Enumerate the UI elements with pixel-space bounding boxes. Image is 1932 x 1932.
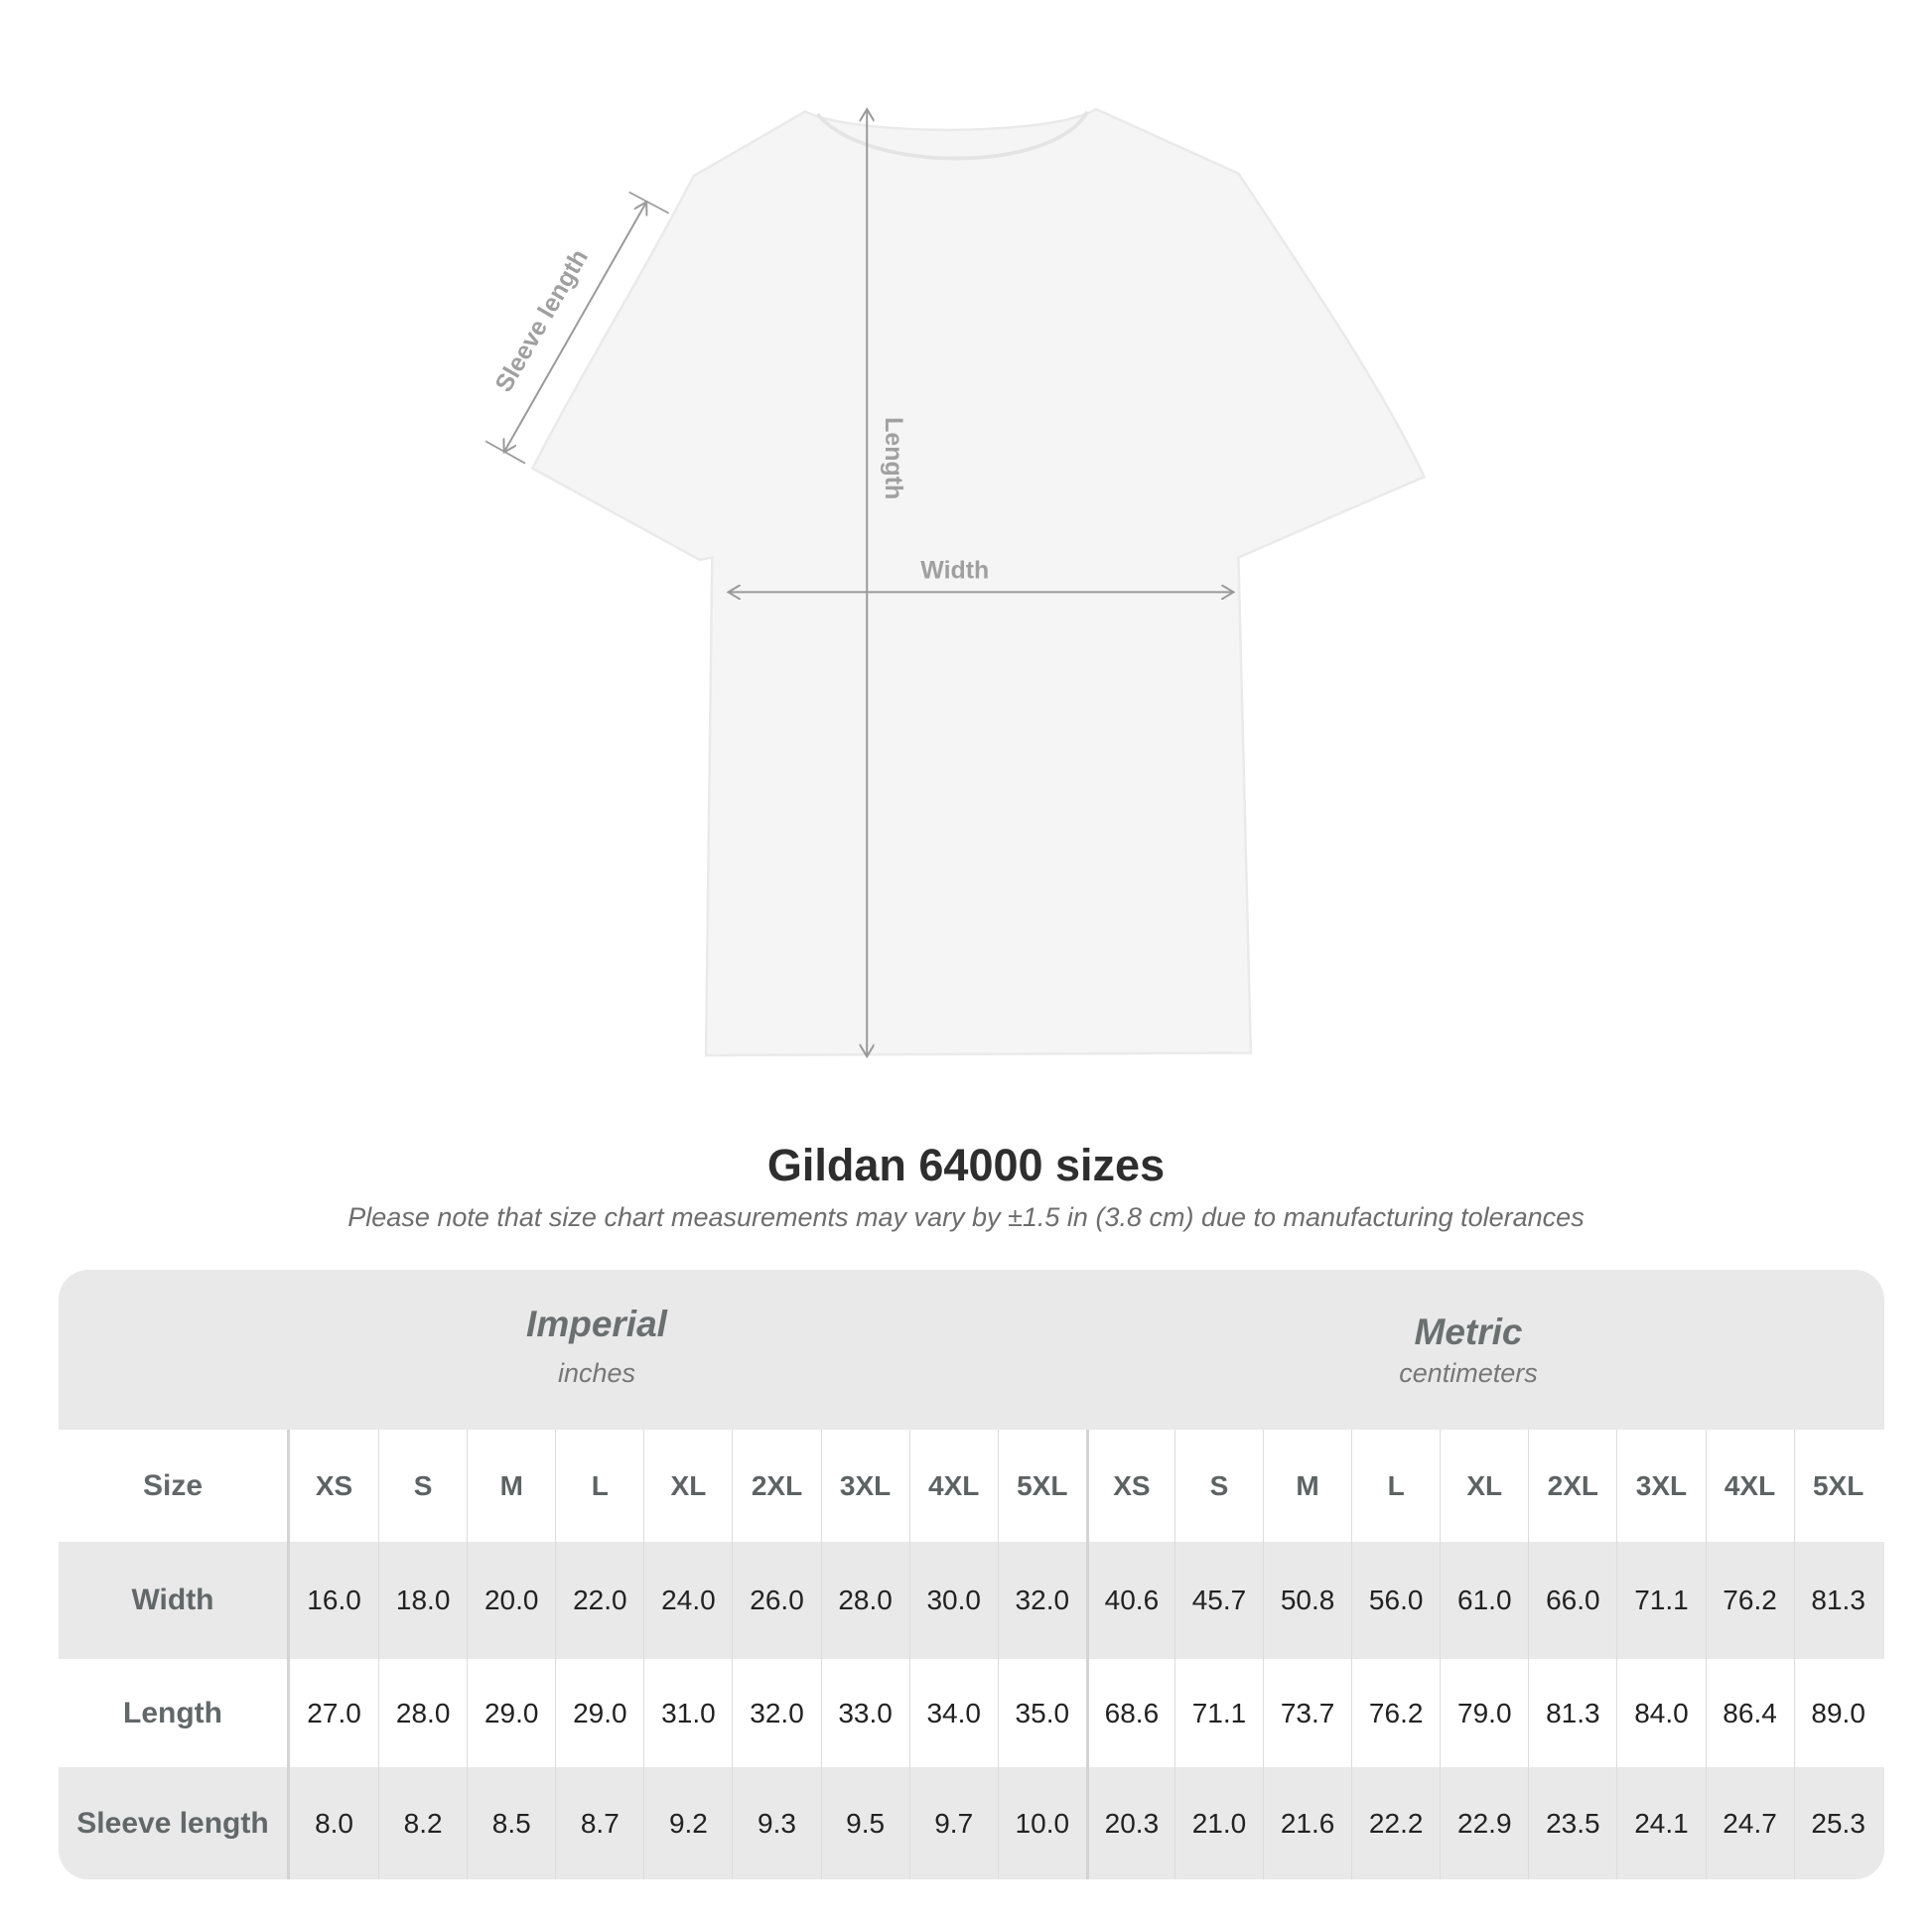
value-cell-metric: 76.2: [1351, 1659, 1440, 1767]
value-cell-metric: 61.0: [1440, 1542, 1528, 1659]
value-cell-metric: 71.1: [1616, 1542, 1705, 1659]
value-cell-imperial: 24.0: [643, 1542, 732, 1659]
value-cell-metric: 76.2: [1705, 1542, 1794, 1659]
value-cell-metric: 56.0: [1351, 1542, 1440, 1659]
value-cell-metric: 24.7: [1705, 1767, 1794, 1879]
value-cell-imperial: 28.0: [378, 1659, 467, 1767]
table-row: Length 27.0 28.0 29.0 29.0 31.0 32.0 33.0 34.0 35…: [59, 1659, 1884, 1767]
size-header-imperial: XL: [643, 1430, 732, 1542]
value-cell-metric: 21.0: [1173, 1767, 1263, 1879]
value-cell-imperial: 18.0: [378, 1542, 467, 1659]
size-header-metric: L: [1351, 1430, 1440, 1542]
width-label: Width: [920, 557, 989, 585]
value-cell-imperial: 29.0: [467, 1659, 555, 1767]
value-cell-imperial: 28.0: [820, 1542, 909, 1659]
size-header-metric: XL: [1440, 1430, 1528, 1542]
value-cell-imperial: 35.0: [997, 1659, 1086, 1767]
value-cell-metric: 73.7: [1263, 1659, 1351, 1767]
value-cell-imperial: 8.7: [555, 1767, 643, 1879]
value-cell-imperial: 9.5: [820, 1767, 909, 1879]
size-header-row: Size XS S M L XL 2XL 3XL 4XL 5XL XS S M L XL 2XL 3XL 4XL 5…: [59, 1430, 1884, 1542]
tolerance-note: Please note that size chart measurements…: [347, 1202, 1585, 1232]
value-cell-imperial: 34.0: [908, 1659, 998, 1767]
size-header-metric: S: [1173, 1430, 1263, 1542]
size-header-imperial: 5XL: [997, 1430, 1086, 1542]
sleeve-arrow: [504, 202, 646, 452]
table-row: Sleeve length 8.0 8.2 8.5 8.7 9.2 9.3 9.5 9.7 10.…: [59, 1767, 1884, 1879]
value-cell-metric: 40.6: [1085, 1542, 1174, 1659]
value-cell-metric: 50.8: [1263, 1542, 1351, 1659]
metric-title: Metric: [1414, 1311, 1523, 1352]
row-label: Sleeve length: [59, 1767, 290, 1879]
size-header-metric: XS: [1085, 1430, 1174, 1542]
size-table: Imperial inches Metric centimeters Size X…: [59, 1270, 1884, 1879]
value-cell-imperial: 22.0: [555, 1542, 643, 1659]
value-cell-imperial: 9.2: [643, 1767, 732, 1879]
size-header-metric: 5XL: [1793, 1430, 1882, 1542]
value-cell-imperial: 16.0: [307, 1585, 361, 1615]
value-cell-metric: 24.1: [1616, 1767, 1705, 1879]
value-cell-imperial: 29.0: [555, 1659, 643, 1767]
value-cell-metric: 89.0: [1793, 1659, 1882, 1767]
tshirt-diagram: Sleeve length Length Width: [484, 0, 1427, 1115]
value-cell-metric: 84.0: [1616, 1659, 1705, 1767]
size-header-imperial: S: [378, 1430, 467, 1542]
size-header-metric: 2XL: [1528, 1430, 1616, 1542]
metric-unit: centimeters: [1399, 1358, 1538, 1388]
page-title: Gildan 64000 sizes: [766, 1140, 1166, 1190]
value-cell-imperial: 8.2: [378, 1767, 467, 1879]
value-cell-metric: 45.7: [1173, 1542, 1263, 1659]
value-cell-imperial: 9.3: [732, 1767, 820, 1879]
value-cell-imperial: 27.0: [307, 1697, 361, 1728]
tshirt-collar: [815, 110, 1089, 161]
length-label: Length: [880, 417, 907, 499]
table-row: Width 16.0 18.0 20.0 22.0 24.0 26.0 28.0 30.0 32.…: [59, 1542, 1884, 1659]
value-cell-metric: 23.5: [1528, 1767, 1616, 1879]
value-cell-metric: 20.3: [1085, 1767, 1174, 1879]
value-cell-imperial: 32.0: [732, 1659, 820, 1767]
size-header-metric: 3XL: [1616, 1430, 1705, 1542]
value-cell-imperial: 9.7: [908, 1767, 998, 1879]
row-label: Width: [59, 1542, 290, 1659]
unit-header: Imperial inches Metric centimeters: [59, 1270, 1884, 1430]
size-header-imperial: 2XL: [732, 1430, 820, 1542]
value-cell-metric: 81.3: [1793, 1542, 1882, 1659]
row-label: Size: [59, 1430, 290, 1542]
value-cell-imperial: 30.0: [908, 1542, 998, 1659]
size-header-imperial: 3XL: [820, 1430, 909, 1542]
size-header-metric: M: [1263, 1430, 1351, 1542]
value-cell-metric: 71.1: [1173, 1659, 1263, 1767]
value-cell-imperial: 32.0: [997, 1542, 1086, 1659]
value-cell-metric: 79.0: [1440, 1659, 1528, 1767]
size-header-imperial: 4XL: [908, 1430, 998, 1542]
value-cell-imperial: 10.0: [997, 1767, 1086, 1879]
value-cell-imperial: 33.0: [820, 1659, 909, 1767]
value-cell-imperial: 20.0: [467, 1542, 555, 1659]
size-header-imperial: L: [555, 1430, 643, 1542]
value-cell-metric: 22.9: [1440, 1767, 1528, 1879]
value-cell-imperial: 8.0: [315, 1807, 354, 1839]
size-header-metric: 4XL: [1705, 1430, 1794, 1542]
size-header-imperial: M: [467, 1430, 555, 1542]
value-cell-metric: 86.4: [1705, 1659, 1794, 1767]
value-cell-metric: 25.3: [1793, 1767, 1882, 1879]
row-label: Length: [59, 1659, 290, 1767]
value-cell-metric: 66.0: [1528, 1542, 1616, 1659]
value-cell-metric: 22.2: [1351, 1767, 1440, 1879]
value-cell-imperial: 8.5: [467, 1767, 555, 1879]
imperial-unit: inches: [557, 1358, 636, 1388]
value-cell-metric: 21.6: [1263, 1767, 1351, 1879]
value-cell-metric: 81.3: [1528, 1659, 1616, 1767]
value-cell-metric: 68.6: [1085, 1659, 1174, 1767]
size-header-imperial: XS: [315, 1469, 353, 1501]
value-cell-imperial: 26.0: [732, 1542, 820, 1659]
value-cell-imperial: 31.0: [643, 1659, 732, 1767]
imperial-title: Imperial: [526, 1304, 667, 1344]
